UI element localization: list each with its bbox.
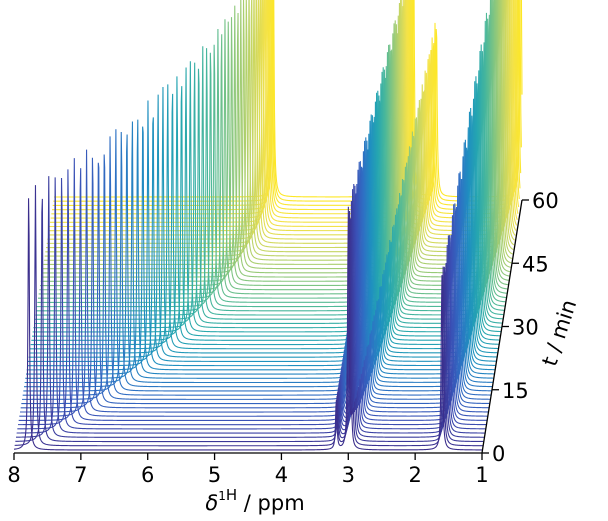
spectrum-trace [18, 158, 487, 422]
spectrum-trace [14, 185, 483, 447]
spectrum-trace [43, 0, 512, 266]
x-tick-label: 3 [342, 463, 355, 487]
spectrum-trace [41, 0, 510, 278]
spectrum-trace [19, 168, 488, 417]
spectrum-trace [46, 0, 516, 244]
spectrum-trace [42, 0, 511, 270]
spectrum-trace [46, 0, 515, 249]
spectrum-trace [26, 126, 495, 371]
x-tick-label: 1 [475, 463, 488, 487]
spectrum-trace [16, 177, 485, 434]
t-tick-label: 0 [492, 442, 505, 466]
t-axis-label: t / min [537, 297, 581, 369]
spectrum-trace [49, 0, 518, 228]
spectrum-trace [25, 121, 494, 379]
x-axis-label: δ1H / ppm [205, 486, 304, 515]
spectrum-trace [35, 42, 504, 316]
spectrum-trace [50, 0, 520, 219]
x-tick-label: 4 [275, 463, 288, 487]
spectrum-trace [22, 154, 490, 400]
spectrum-trace [27, 100, 496, 367]
spectrum-trace [13, 198, 482, 451]
spectrum-trace [40, 0, 509, 282]
spectrum-trace [26, 119, 494, 375]
x-axis-label-rest: / ppm [237, 491, 305, 515]
spectrum-trace [45, 0, 514, 253]
spectrum-trace [21, 161, 490, 405]
spectrum-trace [15, 198, 484, 443]
spectrum-trace [52, 0, 521, 211]
spectrum-trace [24, 134, 493, 384]
spectrum-trace [47, 0, 516, 240]
t-ticks: 0 15 30 45 60 [482, 189, 559, 466]
t-tick-label: 15 [502, 379, 529, 403]
spectrum-trace [17, 178, 486, 430]
spectrum-trace [29, 86, 498, 354]
spectrum-trace [38, 14, 507, 299]
x-axis-label-sup: 1 [218, 489, 226, 503]
spectrum-trace [54, 0, 523, 198]
spectrum-trace [20, 157, 489, 409]
x-ticks: 8 7 6 5 4 3 2 1 [7, 453, 489, 487]
spectrum-trace [52, 0, 522, 206]
spectrum-trace [42, 0, 511, 274]
x-tick-label: 8 [7, 463, 20, 487]
x-tick-label: 5 [208, 463, 221, 487]
x-axis-label-delta: δ [205, 491, 218, 515]
spectrum-trace [16, 176, 484, 438]
spectrum-trace [37, 18, 506, 303]
spectrum-trace [34, 51, 503, 320]
x-tick-label: 7 [74, 463, 87, 487]
spectrum-trace [32, 67, 501, 333]
x-axis-label-nucleus: H [226, 486, 237, 504]
spectrum-trace [31, 76, 500, 341]
spectrum-trace [22, 136, 491, 396]
spectrum-trace [20, 149, 488, 413]
t-tick-label: 30 [512, 316, 539, 340]
x-tick-label: 2 [408, 463, 421, 487]
spectrum-trace [50, 0, 519, 223]
spectrum-trace [18, 169, 486, 426]
t-tick-label: 60 [532, 189, 559, 213]
spectrum-trace [53, 0, 522, 202]
spectra-traces [13, 0, 523, 451]
spectrum-trace [40, 0, 509, 287]
spectrum-trace [32, 83, 501, 337]
spectrum-trace [51, 0, 520, 215]
spectrum-trace [23, 129, 492, 392]
t-tick-label: 45 [522, 252, 549, 276]
x-tick-label: 6 [141, 463, 154, 487]
